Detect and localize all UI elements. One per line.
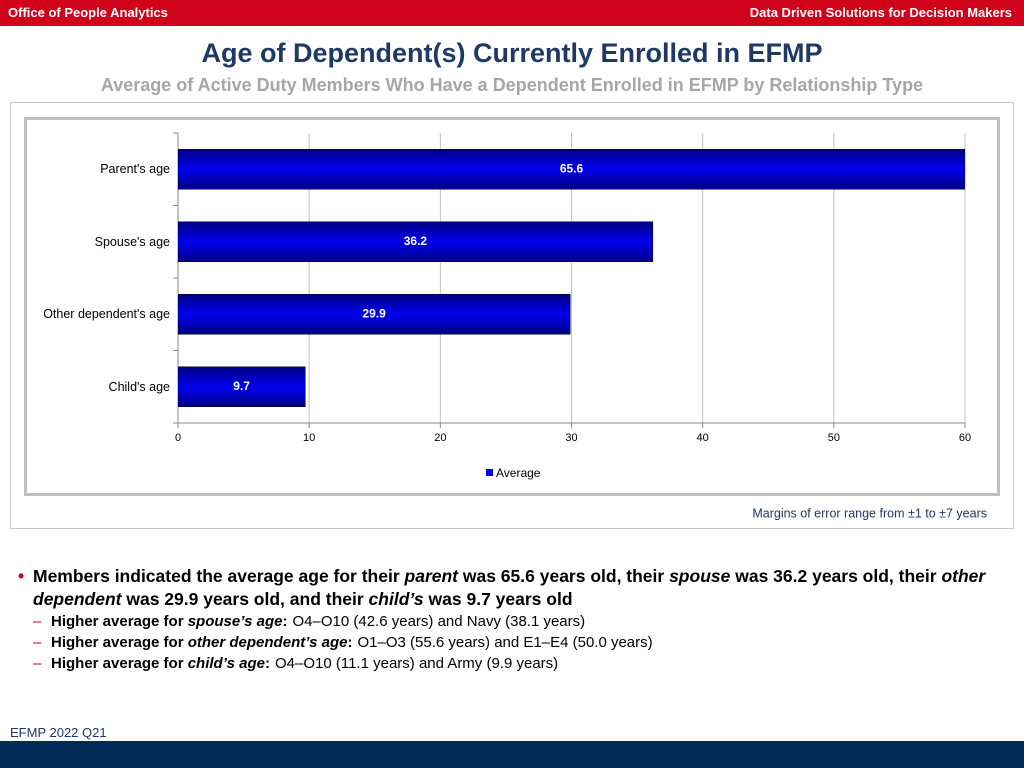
- data-label: 65.6: [560, 161, 584, 175]
- x-tick-label: 60: [959, 432, 971, 444]
- annotation: Margins of error range from ±1 to ±7 yea…: [752, 506, 987, 520]
- sub-bullet-label: :: [347, 634, 353, 651]
- y-tick-label: Parent's age: [100, 162, 170, 177]
- sub-bullet-text: O4–O10 (42.6 years) and Navy (38.1 years…: [292, 613, 586, 630]
- bullet-text: other dependent: [33, 566, 986, 609]
- sub-bullet-marker: –: [33, 613, 42, 630]
- x-tick-label: 0: [175, 432, 181, 444]
- x-tick-label: 30: [565, 432, 577, 444]
- x-tick-label: 20: [434, 432, 446, 444]
- bullet-text: Members indicated the average age for th…: [33, 566, 405, 586]
- data-label: 9.7: [233, 379, 250, 393]
- footer: EFMP 2022 Q21: [10, 725, 107, 740]
- bar-shade: [178, 221, 653, 262]
- sub-bullet-marker: –: [33, 655, 42, 672]
- bullet-text: parent: [404, 566, 458, 586]
- bullets: • Members indicated the average age for t…: [18, 565, 998, 674]
- footer-bar: [0, 741, 1024, 768]
- sub-bullet: – Higher average for other dependent’s ag…: [18, 632, 998, 653]
- data-label: 29.9: [362, 306, 386, 320]
- y-tick-label: Other dependent's age: [43, 307, 170, 322]
- y-tick-label: Spouse's age: [94, 234, 170, 249]
- sub-bullet-label: spouse’s age: [187, 613, 283, 630]
- sub-bullet-label: other dependent’s age: [187, 634, 348, 651]
- chart-frame: [24, 117, 1000, 496]
- bullet-marker: •: [18, 566, 25, 586]
- y-tick-label: Child's age: [108, 379, 170, 394]
- bar-shade: [178, 366, 306, 407]
- sub-bullet: – Higher average for child’s age: O4–O10 (…: [18, 653, 998, 674]
- outer-frame: [10, 102, 1014, 529]
- bullet-text: was 65.6 years old, their: [458, 566, 670, 586]
- plot: 0 10 20 30 40 50 60 Parent's age 65.6 Spouse's ag…: [43, 132, 987, 520]
- bars: [178, 149, 965, 407]
- sub-bullet-label: Higher average for: [51, 634, 188, 651]
- sub-bullet-marker: –: [33, 634, 42, 651]
- bar-shade: [178, 294, 571, 335]
- bullet-text: was 36.2 years old, their: [730, 566, 942, 586]
- header-left: Office of People Analytics: [8, 5, 168, 20]
- sub-bullet: – Higher average for spouse’s age: O4–O10 …: [18, 611, 998, 632]
- bullet: • Members indicated the average age for t…: [18, 565, 998, 611]
- y-tick-label-box: Other dependent's age: [43, 307, 170, 322]
- legend-swatch: [486, 469, 493, 476]
- y-tick-label-box: Spouse's age: [94, 234, 170, 249]
- chart-title: Age of Dependent(s) Currently Enrolled i…: [201, 38, 823, 68]
- sub-bullet-label: Higher average for: [51, 655, 188, 672]
- sub-bullet-label: :: [282, 613, 288, 630]
- x-tick-label: 40: [697, 432, 709, 444]
- sub-bullet-label: :: [264, 655, 270, 672]
- bullet-text: was 9.7 years old: [423, 589, 573, 609]
- header-right: Data Driven Solutions for Decision Maker…: [749, 5, 1012, 20]
- x-tick-label: 50: [828, 432, 840, 444]
- sub-bullet-label: Higher average for: [51, 613, 188, 630]
- data-label: 36.2: [404, 234, 428, 248]
- x-tick-label: 10: [303, 432, 315, 444]
- sub-bullet-text: O1–O3 (55.6 years) and E1–E4 (50.0 years…: [357, 634, 653, 651]
- sub-bullet-label: child’s age: [187, 655, 265, 672]
- bullet-text: child’s: [368, 589, 424, 609]
- y-tick-label-box: Child's age: [108, 379, 170, 394]
- sub-bullet-text: O4–O10 (11.1 years) and Army (9.9 years): [274, 655, 559, 672]
- bar-shade: [178, 149, 965, 190]
- bullet-text: spouse: [669, 566, 731, 586]
- y-tick-label-box: Parent's age: [100, 162, 170, 177]
- header-bar: Office of People Analytics Data Driven S…: [0, 0, 1024, 26]
- chart: 0 10 20 30 40 50 60 Parent's age 65.6 Spouse's ag…: [10, 102, 1014, 529]
- legend-label: Average: [496, 466, 541, 480]
- bullet-text: was 29.9 years old, and their: [121, 589, 369, 609]
- chart-subtitle: Average of Active Duty Members Who Have …: [100, 75, 924, 95]
